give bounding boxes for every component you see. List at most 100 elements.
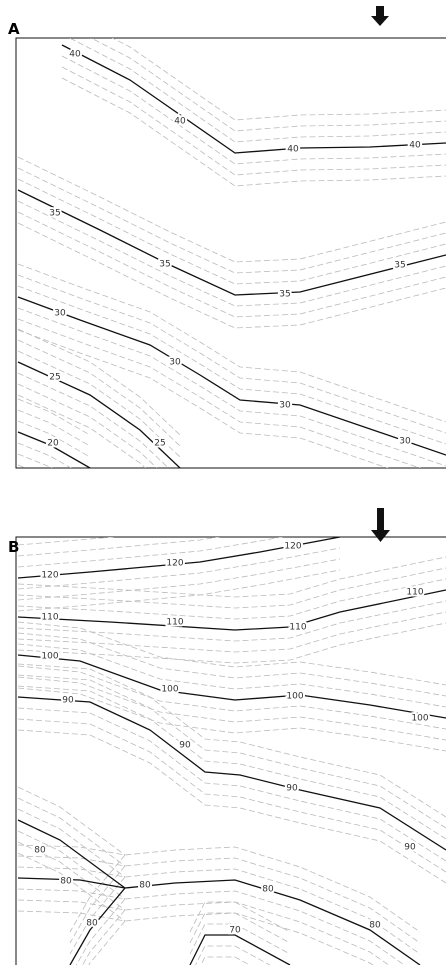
- minor-contour: [69, 854, 126, 933]
- contour-label: 40: [69, 50, 81, 60]
- minor-contour: [17, 567, 446, 609]
- contour-line: [17, 296, 446, 456]
- contour-label: 100: [41, 652, 58, 662]
- contour-label: 80: [86, 919, 98, 929]
- contour-label: 30: [169, 358, 181, 368]
- minor-contour: [17, 685, 446, 840]
- contour-label: 90: [404, 843, 416, 853]
- contour-label: 70: [229, 926, 241, 936]
- minor-contour: [17, 398, 91, 436]
- minor-contour: [17, 350, 181, 458]
- contour-line: [17, 361, 181, 468]
- minor-contour: [61, 66, 446, 176]
- minor-contour: [17, 888, 405, 965]
- minor-contour: [17, 611, 446, 653]
- contour-line: [17, 654, 446, 719]
- minor-contour: [17, 830, 126, 900]
- minor-contour: [82, 909, 126, 965]
- minor-contour: [17, 622, 446, 664]
- minor-contour: [17, 307, 446, 467]
- contour-label: 100: [286, 692, 303, 702]
- minor-contour: [17, 274, 446, 434]
- minor-contour: [17, 167, 446, 274]
- minor-contour: [61, 77, 446, 187]
- contour-label: 100: [161, 685, 178, 695]
- contour-line: [17, 589, 446, 631]
- minor-contour: [17, 383, 158, 468]
- contour-label: 25: [154, 439, 165, 449]
- contour-label: 80: [262, 885, 274, 895]
- minor-contour: [75, 898, 126, 965]
- contour-line: [17, 431, 91, 468]
- minor-contour: [88, 920, 126, 965]
- contour-line: [17, 819, 126, 889]
- minor-contour: [17, 718, 446, 873]
- contour-label: 40: [174, 117, 186, 127]
- contour-line: [61, 44, 446, 154]
- contour-label: 80: [34, 846, 46, 856]
- minor-contour: [17, 786, 126, 856]
- minor-contour: [189, 923, 291, 955]
- contour-label: 30: [54, 309, 66, 319]
- contour-label: 80: [60, 877, 72, 887]
- contour-label: 110: [289, 623, 306, 633]
- contour-line: [189, 934, 291, 965]
- minor-contour: [17, 464, 27, 468]
- contour-line: [69, 887, 126, 965]
- panel-label: A: [8, 20, 20, 38]
- contour-label: 20: [47, 439, 59, 449]
- minor-contour: [111, 38, 446, 121]
- minor-contour: [17, 600, 446, 642]
- contour-label: 110: [406, 588, 423, 598]
- minor-contour: [69, 876, 126, 955]
- contour-label: 90: [286, 784, 298, 794]
- minor-contour: [90, 38, 446, 132]
- panel-label: B: [8, 538, 19, 556]
- minor-contour: [17, 394, 146, 468]
- panel-contours: 40 40 40 40 35 35 35 35 30 30 30 30 25 25 20: [17, 38, 446, 468]
- minor-contour: [17, 729, 446, 884]
- minor-contour: [189, 901, 291, 933]
- minor-contour: [195, 945, 271, 965]
- minor-contour: [189, 912, 291, 944]
- minor-contour: [17, 537, 284, 568]
- minor-contour: [17, 200, 446, 307]
- minor-contour: [17, 808, 126, 878]
- minor-contour: [17, 409, 91, 447]
- minor-contour: [17, 578, 446, 620]
- contour-label: 90: [62, 696, 74, 706]
- contour-label: 40: [287, 145, 299, 155]
- minor-contour: [17, 178, 446, 285]
- minor-contour: [17, 665, 446, 730]
- minor-contour: [17, 558, 341, 601]
- minor-contour: [17, 855, 421, 944]
- minor-contour: [17, 339, 181, 447]
- minor-contour: [17, 674, 446, 829]
- minor-contour: [17, 453, 53, 468]
- minor-contour: [17, 211, 446, 318]
- minor-contour: [17, 797, 126, 867]
- minor-contour: [17, 328, 181, 436]
- minor-contour: [17, 222, 446, 329]
- contour-label: 35: [159, 260, 170, 270]
- arrow: [371, 6, 389, 26]
- minor-contour: [17, 420, 91, 458]
- minor-contour: [17, 547, 341, 590]
- minor-contour: [17, 852, 126, 922]
- contour-line: [17, 877, 421, 965]
- minor-contour: [17, 899, 390, 965]
- contour-label: 35: [49, 209, 60, 219]
- contour-label: 30: [279, 401, 291, 411]
- contour-label: 120: [41, 571, 58, 581]
- minor-contour: [17, 442, 72, 468]
- minor-contour: [17, 537, 117, 546]
- panel-contours: 120 120 120 110 110 110 110 100 100 100 100 90 90 90 9…: [17, 537, 446, 965]
- minor-contour: [17, 285, 446, 445]
- contour-label: 25: [49, 373, 60, 383]
- contour-label: 80: [369, 921, 381, 931]
- minor-contour: [17, 156, 446, 263]
- contour-label: 120: [166, 559, 183, 569]
- contour-label: 120: [284, 542, 301, 552]
- minor-contour: [17, 663, 446, 818]
